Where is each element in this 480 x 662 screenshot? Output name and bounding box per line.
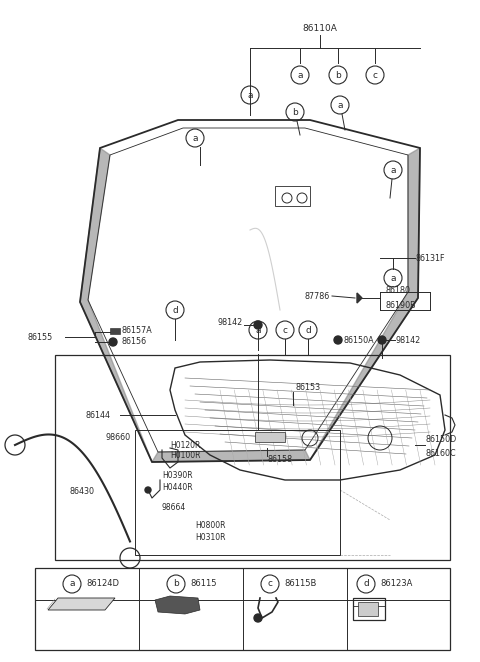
Text: 86124D: 86124D (86, 579, 119, 589)
Text: 86157A: 86157A (122, 326, 153, 334)
Text: 86190B: 86190B (385, 301, 416, 310)
Text: 86115: 86115 (190, 579, 216, 589)
Bar (358, 602, 378, 616)
Circle shape (254, 321, 262, 329)
Text: 86156: 86156 (122, 336, 147, 346)
Text: c: c (267, 579, 273, 589)
Bar (55, 355, 450, 560)
Text: H0100R: H0100R (170, 451, 201, 459)
Bar (110, 328, 120, 334)
Text: a: a (337, 101, 343, 109)
Text: 98660: 98660 (105, 432, 130, 442)
Polygon shape (80, 148, 152, 462)
Text: 86153: 86153 (295, 383, 320, 393)
Text: H0800R: H0800R (195, 520, 226, 530)
Bar (255, 432, 285, 442)
Text: 87786: 87786 (305, 291, 330, 301)
Text: H0390R: H0390R (162, 471, 192, 481)
Text: a: a (192, 134, 198, 142)
Text: 86131F: 86131F (416, 254, 445, 263)
Text: 98142: 98142 (217, 318, 242, 326)
Text: 86110A: 86110A (302, 23, 337, 32)
Text: c: c (283, 326, 288, 334)
Bar (275, 186, 310, 206)
Bar (353, 598, 385, 620)
Text: c: c (372, 70, 377, 79)
Polygon shape (48, 598, 115, 610)
Text: 86158: 86158 (268, 455, 293, 465)
Text: H0310R: H0310R (195, 532, 226, 542)
Text: 86123A: 86123A (380, 579, 412, 589)
Text: b: b (292, 107, 298, 117)
Text: a: a (390, 273, 396, 283)
Text: a: a (247, 91, 253, 99)
Text: a: a (255, 326, 261, 334)
Circle shape (334, 336, 342, 344)
Text: a: a (69, 579, 75, 589)
Circle shape (254, 614, 262, 622)
Text: 86160C: 86160C (425, 448, 456, 457)
Circle shape (109, 338, 117, 346)
Polygon shape (155, 596, 200, 614)
Text: 86144: 86144 (85, 410, 110, 420)
Polygon shape (357, 293, 362, 303)
Text: a: a (390, 166, 396, 175)
Text: 86430: 86430 (70, 487, 95, 496)
Circle shape (378, 336, 386, 344)
Text: 98664: 98664 (162, 504, 186, 512)
Text: a: a (297, 70, 303, 79)
Bar (35, 568, 450, 650)
Text: b: b (335, 70, 341, 79)
Text: 86150A: 86150A (344, 336, 374, 344)
Text: 86115B: 86115B (284, 579, 316, 589)
Polygon shape (152, 450, 310, 462)
Text: H0440R: H0440R (162, 483, 192, 491)
Text: H0120R: H0120R (170, 440, 200, 449)
Text: 86180: 86180 (385, 285, 410, 295)
Text: b: b (173, 579, 179, 589)
Text: d: d (305, 326, 311, 334)
Text: d: d (363, 579, 369, 589)
Text: 98142: 98142 (395, 336, 420, 344)
Bar (135, 430, 340, 555)
Text: d: d (172, 305, 178, 314)
Polygon shape (310, 148, 420, 460)
Text: 86150D: 86150D (425, 436, 456, 444)
Circle shape (145, 487, 151, 493)
Text: 86155: 86155 (28, 332, 53, 342)
